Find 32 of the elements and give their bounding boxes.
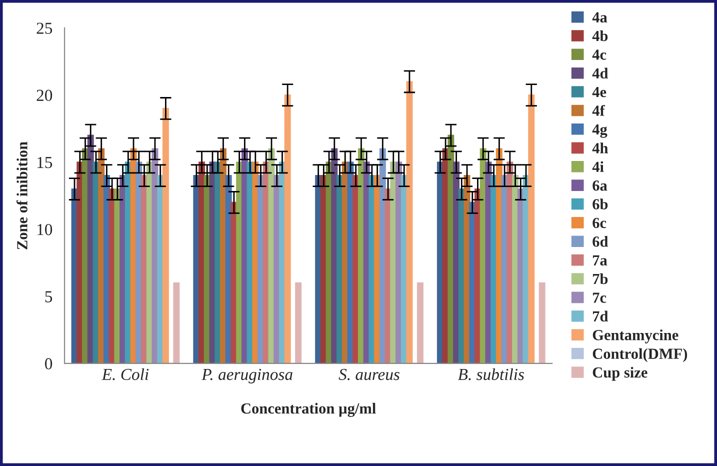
legend-label: 4c [592,50,606,60]
legend-label: 4h [592,142,608,154]
x-tick-label: B. subtilis [458,368,524,380]
legend-label: 6b [592,198,608,210]
y-tick-label: 10 [38,224,52,236]
legend-label: 4b [592,30,608,42]
legend-label: Gentamycine [592,329,678,344]
legend-label: 7a [592,255,608,266]
x-tick-label: P. aeruginosa [202,368,292,384]
y-tick-label: 0 [45,358,52,370]
y-axis-title: Zone of inibition [16,142,28,250]
y-tick-label: 15 [38,156,52,168]
legend-label: 7b [592,273,608,284]
legend-label: 4a [592,12,608,22]
legend-label: 7c [592,292,606,303]
x-tick-label: S. aureus [338,368,400,380]
legend-label: 4d [592,68,608,79]
legend-label: 4g [592,124,608,138]
y-tick-label: 25 [36,22,52,34]
legend-label: 6d [592,236,608,247]
x-tick-label: E. Coli [102,368,149,380]
legend-label: 6a [592,180,608,191]
legend-label: Cup size [592,366,648,381]
legend-label: 4i [592,161,604,172]
y-tick-label: 20 [36,90,52,102]
legend-label: 4f [592,104,605,116]
y-tick-label: 5 [45,291,52,302]
legend-label: 7d [592,310,608,322]
legend-label: 6c [592,218,606,228]
legend-label: 4e [592,86,606,98]
x-axis-title: Concentration µg/ml [241,402,376,417]
legend-label: Control(DMF) [592,348,688,362]
